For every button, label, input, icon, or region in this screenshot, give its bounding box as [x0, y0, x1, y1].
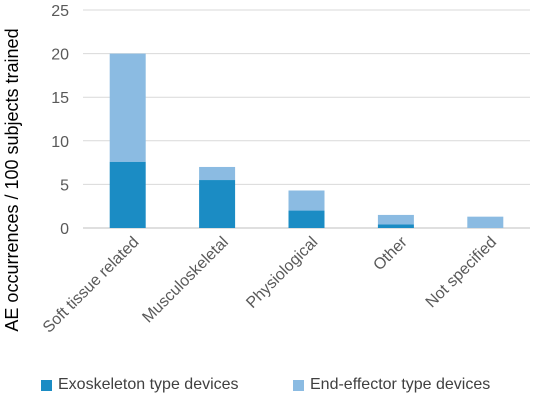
- bar-segment-end-effector: [288, 190, 325, 211]
- y-axis-ticks: 0 5 10 15 20 25: [51, 3, 69, 238]
- legend-item-exoskeleton: Exoskeleton type devices: [41, 376, 239, 394]
- bar-segment-end-effector: [467, 216, 504, 228]
- gridlines: [83, 9, 530, 229]
- y-tick-label: 5: [60, 177, 69, 194]
- legend-swatch-end-effector: [293, 379, 304, 391]
- legend-label-end-effector: End-effector type devices: [310, 376, 491, 393]
- y-tick-label: 10: [51, 134, 69, 151]
- x-category-label: Musculoskeletal: [139, 234, 232, 327]
- legend-item-end-effector: End-effector type devices: [293, 376, 490, 394]
- bar-segment-exoskeleton: [199, 180, 236, 228]
- x-category-label: Other: [370, 233, 411, 274]
- bar-segment-exoskeleton: [109, 161, 146, 228]
- y-tick-label: 25: [51, 3, 69, 20]
- bars: [109, 53, 504, 228]
- bar-segment-end-effector: [199, 166, 236, 181]
- y-tick-label: 20: [51, 47, 69, 64]
- legend: Exoskeleton type devices End-effector ty…: [0, 376, 533, 398]
- bar-segment-end-effector: [377, 214, 414, 225]
- bar-segment-exoskeleton: [288, 210, 325, 228]
- x-category-label: Soft tissue related: [40, 234, 143, 337]
- x-category-label: Not specified: [423, 234, 500, 311]
- y-axis-label: AE occurrences / 100 subjects trained: [2, 28, 22, 331]
- x-category-label: Physiological: [243, 234, 321, 312]
- legend-label-exoskeleton: Exoskeleton type devices: [58, 376, 239, 393]
- bar-segment-end-effector: [109, 53, 146, 162]
- bar-segment-exoskeleton: [377, 224, 414, 228]
- y-tick-label: 15: [51, 90, 69, 107]
- legend-swatch-exoskeleton: [41, 379, 52, 391]
- y-tick-label: 0: [60, 221, 69, 238]
